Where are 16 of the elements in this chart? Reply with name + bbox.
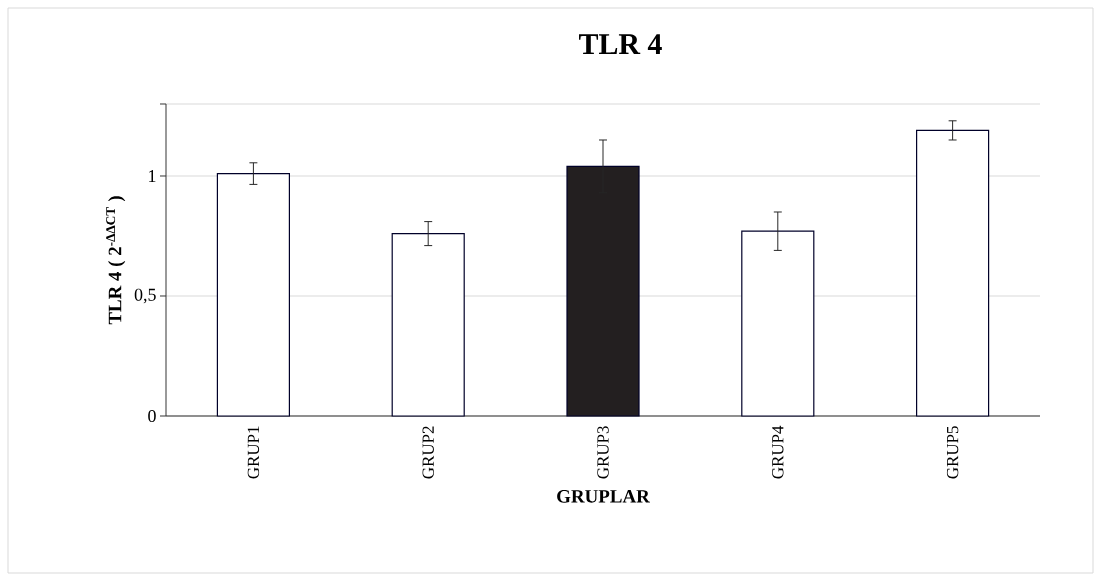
x-tick-label: GRUP1 xyxy=(247,426,260,479)
bar xyxy=(391,233,465,417)
x-tick-label: GRUP2 xyxy=(422,426,434,479)
bar xyxy=(216,173,290,417)
chart-title: TLR 4 xyxy=(579,34,662,54)
y-axis-title: TLR 4 ( 2$^{-ΔΔCT}$ ) xyxy=(106,196,126,325)
y-tick-label: 0,5 xyxy=(134,288,156,304)
bar xyxy=(916,129,990,417)
y-tick-label: 0 xyxy=(148,409,156,423)
y-tick-label: 1 xyxy=(149,170,156,182)
x-tick-label: GRUP4 xyxy=(772,425,784,479)
bar xyxy=(566,165,640,417)
x-tick-label: GRUP3 xyxy=(597,426,609,479)
x-axis-title: GRUPLAR xyxy=(557,490,650,503)
x-tick-label: GRUP5 xyxy=(946,426,959,479)
bar xyxy=(741,230,815,417)
